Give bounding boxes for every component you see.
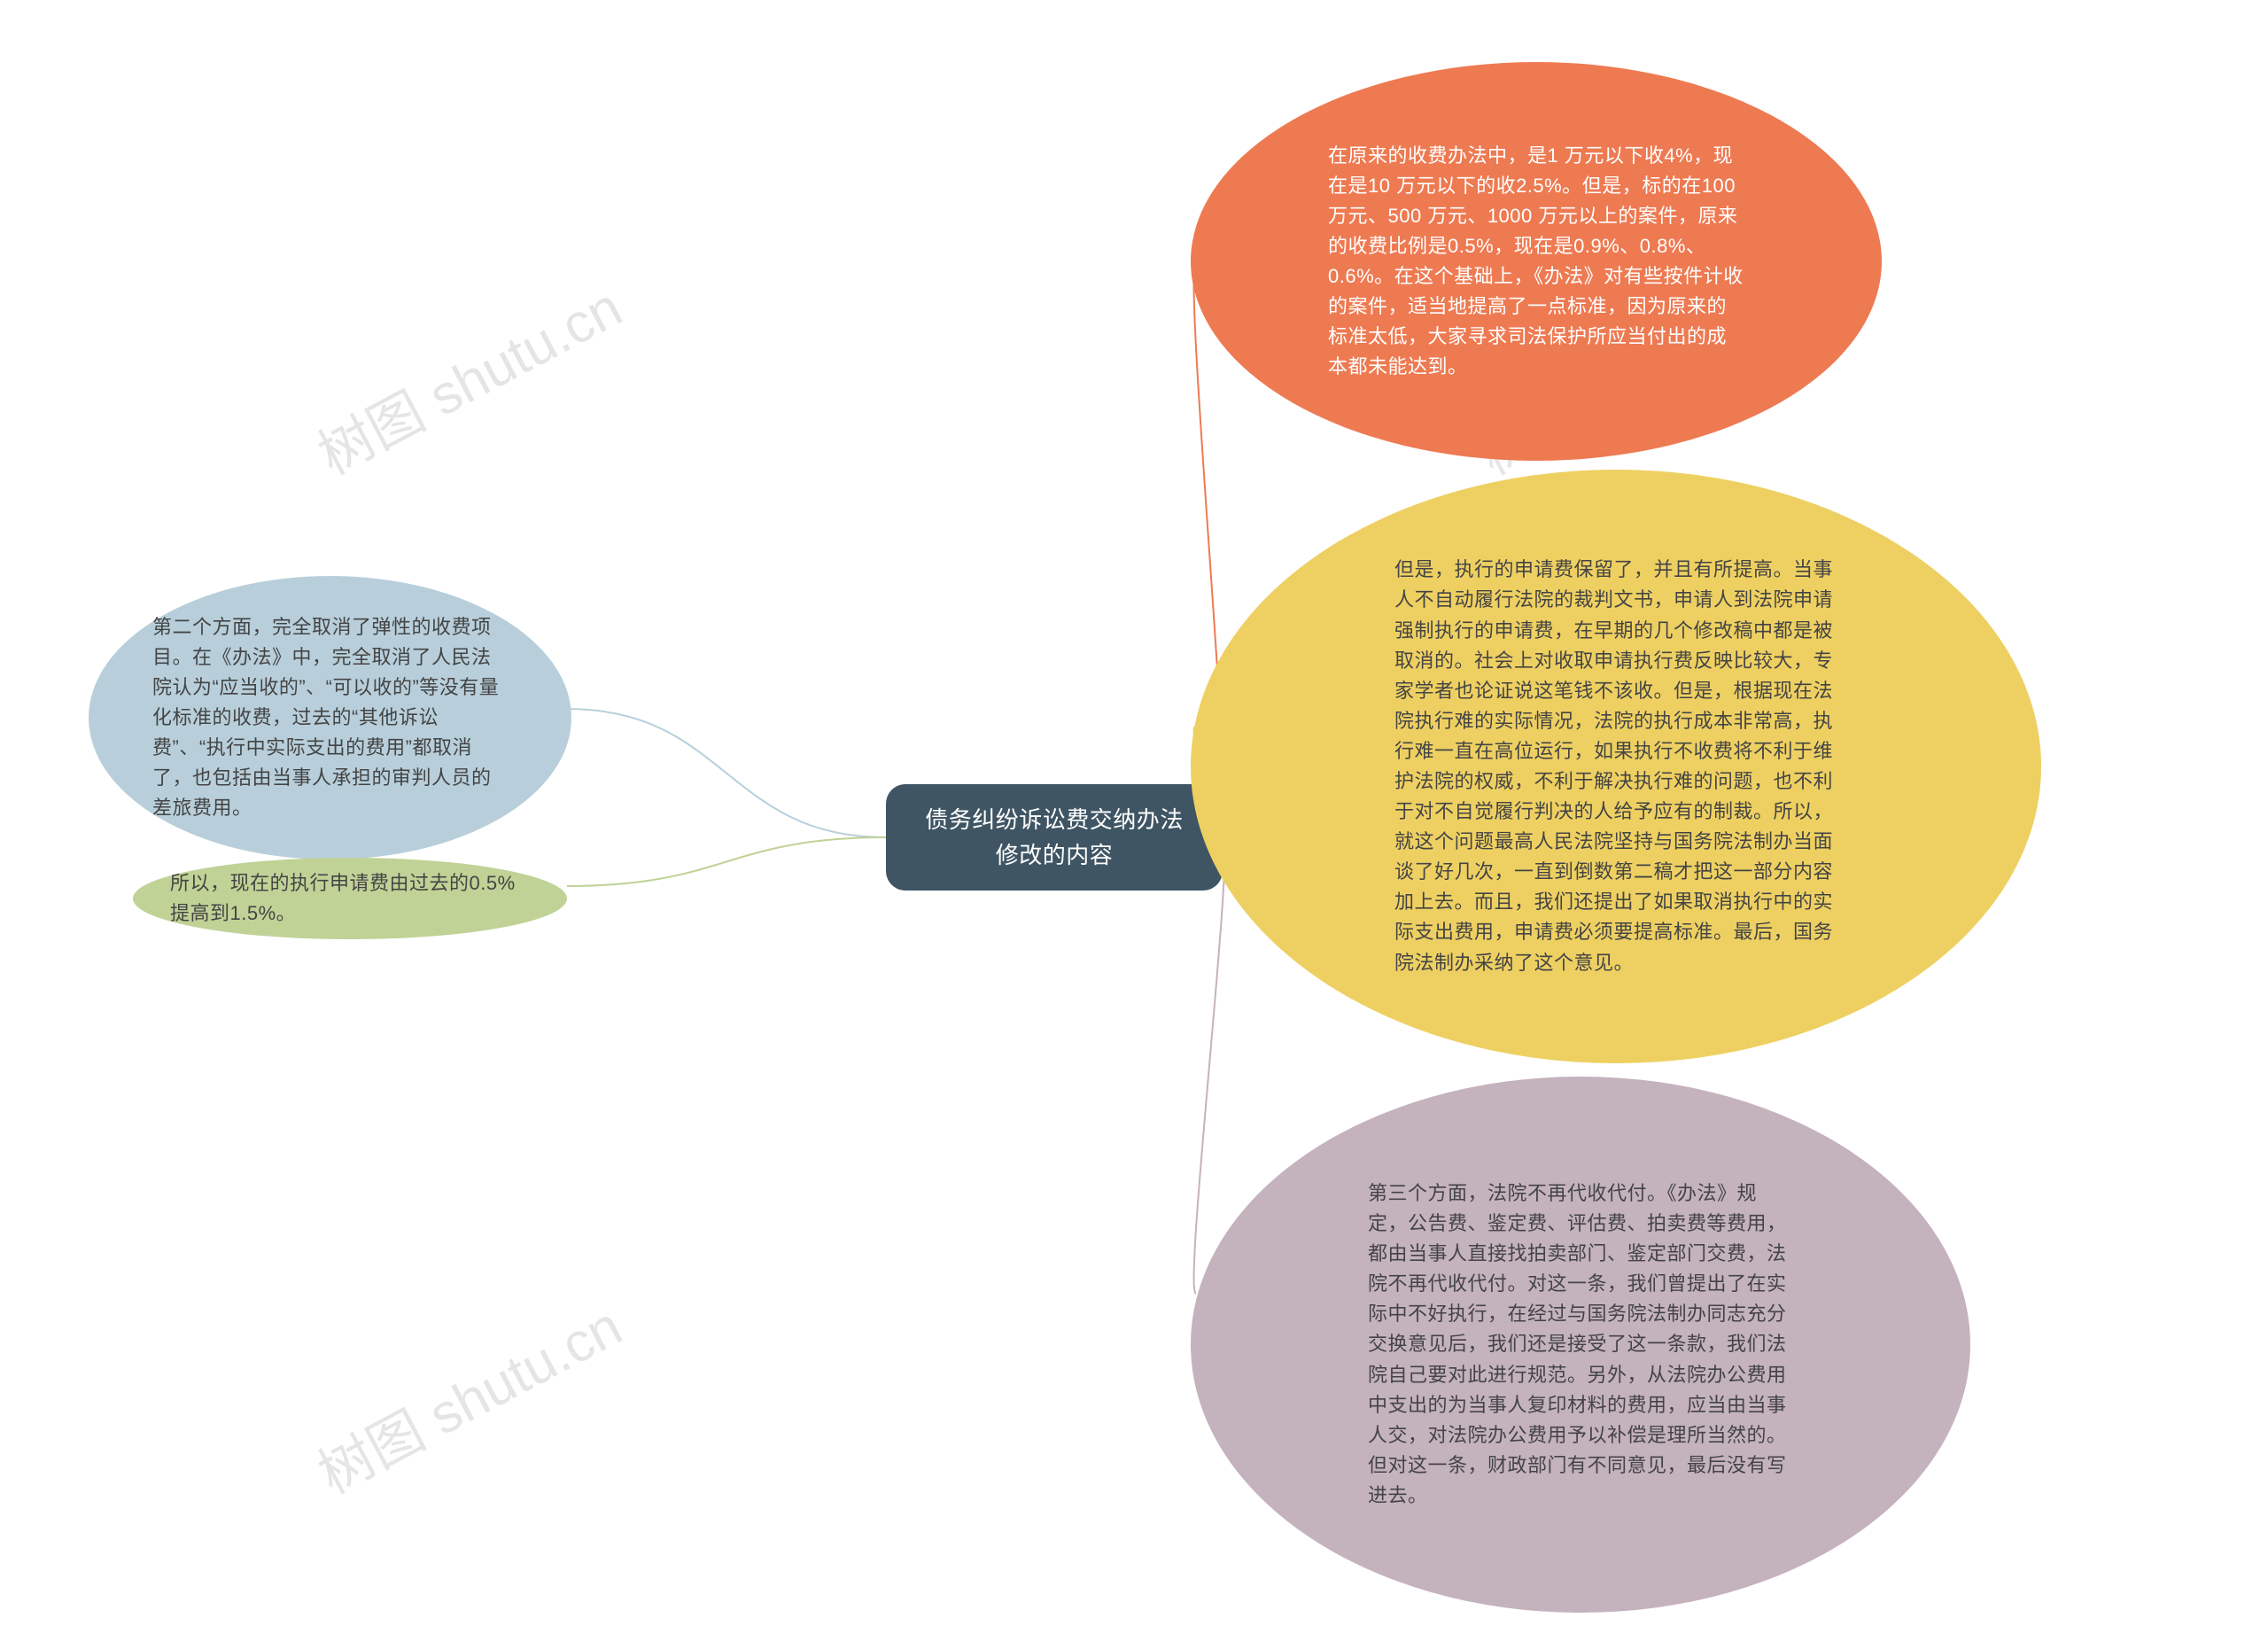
topic-node-purple[interactable]: 第三个方面，法院不再代收代付。《办法》规定，公告费、鉴定费、评估费、拍卖费等费用… <box>1191 1077 1970 1613</box>
topic-node-green[interactable]: 所以，现在的执行申请费由过去的0.5%提高到1.5%。 <box>133 858 567 939</box>
topic-node-text: 第二个方面，完全取消了弹性的收费项目。在《办法》中，完全取消了人民法院认为“应当… <box>89 573 571 863</box>
topic-node-text: 所以，现在的执行申请费由过去的0.5%提高到1.5%。 <box>133 856 567 941</box>
watermark: 树图 shutu.cn <box>302 263 633 490</box>
topic-node-text: 但是，执行的申请费保留了，并且有所提高。当事人不自动履行法院的裁判文书，申请人到… <box>1191 506 2041 1026</box>
topic-node-text: 在原来的收费办法中，是1 万元以下收4%，现在是10 万元以下的收2.5%。但是… <box>1191 83 1882 440</box>
connector-line <box>567 709 886 837</box>
topic-node-orange[interactable]: 在原来的收费办法中，是1 万元以下收4%，现在是10 万元以下的收2.5%。但是… <box>1191 62 1882 461</box>
center-topic[interactable]: 债务纠纷诉讼费交纳办法修改的内容 <box>886 784 1223 891</box>
center-topic-label: 债务纠纷诉讼费交纳办法修改的内容 <box>886 775 1223 900</box>
topic-node-text: 第三个方面，法院不再代收代付。《办法》规定，公告费、鉴定费、评估费、拍卖费等费用… <box>1191 1124 1970 1566</box>
topic-node-yellow[interactable]: 但是，执行的申请费保留了，并且有所提高。当事人不自动履行法院的裁判文书，申请人到… <box>1191 470 2041 1063</box>
mindmap-canvas: 树图 shutu.cn树图 shutu.cn树图 shutu.cn树图 shut… <box>0 0 2268 1649</box>
connector-line <box>567 837 886 886</box>
topic-node-blue[interactable]: 第二个方面，完全取消了弹性的收费项目。在《办法》中，完全取消了人民法院认为“应当… <box>89 576 571 860</box>
watermark: 树图 shutu.cn <box>302 1282 633 1509</box>
